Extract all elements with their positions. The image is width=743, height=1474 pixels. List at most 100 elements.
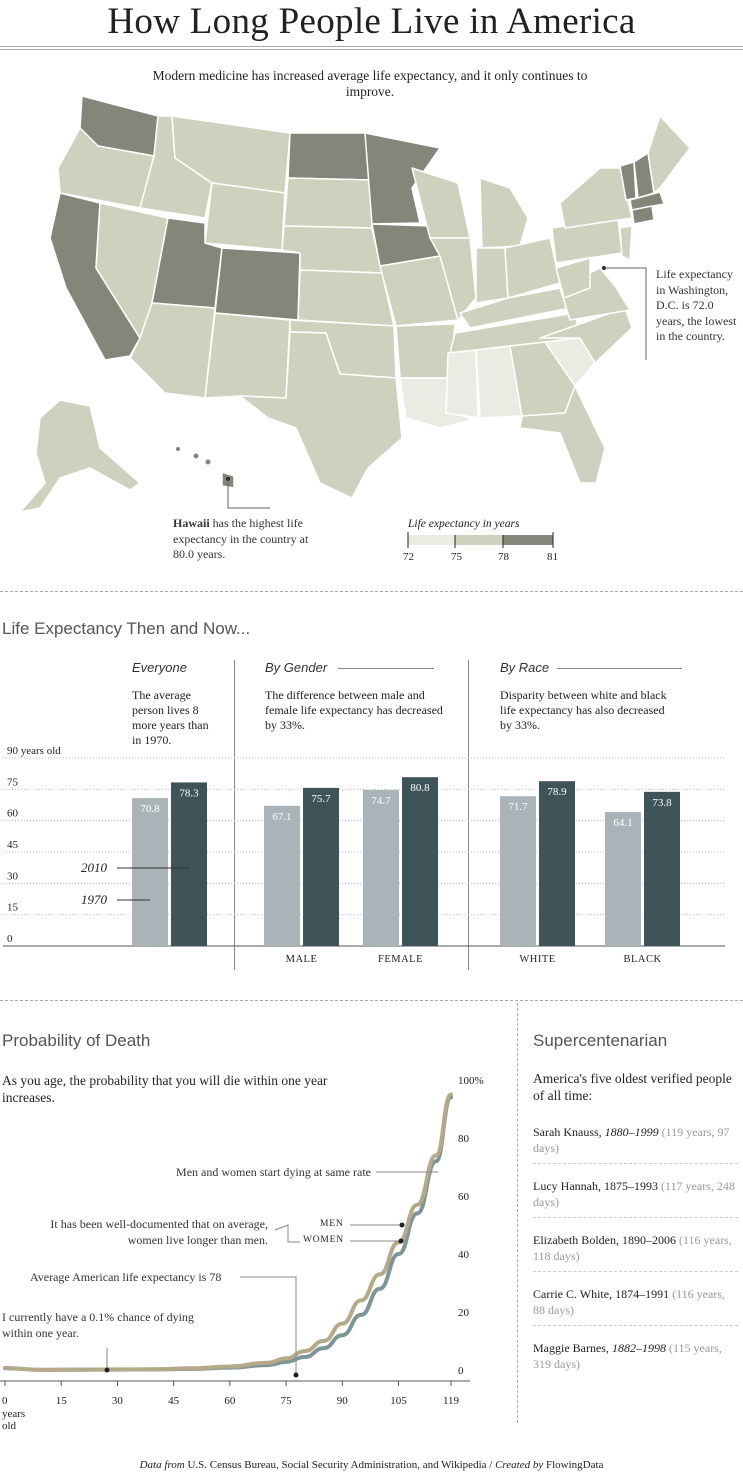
super-divider <box>517 1003 518 1423</box>
state-MA <box>629 191 665 211</box>
bar-value-label: 71.7 <box>508 801 528 813</box>
panel-title-gender: By Gender <box>265 660 328 675</box>
us-map <box>19 95 691 513</box>
state-CO <box>214 247 301 321</box>
panel-divider-2 <box>468 660 469 970</box>
y-tick-label: 45 <box>7 839 19 851</box>
series-line-men <box>3 1092 453 1372</box>
bar-1970-0 <box>132 798 168 946</box>
bar-2010-1 <box>303 787 339 946</box>
map-states <box>19 95 691 513</box>
super-title: Supercentenarian <box>533 1031 668 1050</box>
title-rule <box>0 46 743 50</box>
category-label: MALE <box>286 954 318 965</box>
list-item: Elizabeth Bolden, 1890–2006 (116 years, … <box>533 1218 738 1272</box>
state-TX <box>239 331 403 499</box>
state-ND <box>287 132 373 181</box>
x-tick-label: 119 <box>443 1395 460 1407</box>
marker-chance <box>104 1367 110 1373</box>
state-NM <box>204 312 291 399</box>
legend-title: Life expectancy in years <box>408 518 520 530</box>
panel-title-race: By Race <box>500 660 550 675</box>
state-MI <box>479 177 529 249</box>
bar-value-label: 80.8 <box>410 782 430 794</box>
bar-value-label: 64.1 <box>613 817 632 829</box>
bar-2010-3 <box>539 781 575 946</box>
bar-2010-4 <box>644 791 680 946</box>
state-SD <box>283 177 373 229</box>
hawaii-note: Hawaii has the highest life expectancy i… <box>173 516 313 563</box>
y-tick-label: 0 <box>458 1365 464 1377</box>
panel-title-everyone: Everyone <box>132 660 187 675</box>
dc-leader <box>604 267 647 360</box>
bar-value-label: 70.8 <box>140 803 160 815</box>
state-WV <box>555 257 591 299</box>
probability-title: Probability of Death <box>2 1031 151 1050</box>
bar-1970-3 <box>500 796 536 946</box>
bar-2010-0 <box>171 782 207 946</box>
leader-average <box>240 1276 297 1375</box>
hawaii-leader <box>227 479 270 509</box>
list-item: Lucy Hannah, 1875–1993 (117 years, 248 d… <box>533 1164 738 1218</box>
marker-men <box>399 1222 405 1228</box>
category-label: WHITE <box>519 954 555 965</box>
legend-swatch-3 <box>503 535 553 545</box>
bar-1970-1 <box>264 805 300 946</box>
panel-text-race: Disparity between white and black life e… <box>500 688 667 732</box>
y-tick-label: 80 <box>458 1133 470 1145</box>
x-unit-label-1: years <box>2 1408 25 1420</box>
bar-value-label: 78.9 <box>547 786 567 798</box>
panel-divider-1 <box>234 660 235 970</box>
state-KS <box>297 269 395 327</box>
bar-value-label: 75.7 <box>311 793 331 805</box>
marker-average <box>293 1372 299 1378</box>
state-IL <box>429 237 477 321</box>
legend-swatch-1 <box>408 535 455 545</box>
annotation-women: WOMEN <box>303 1235 344 1245</box>
then-now-bar-chart: 0 15 30 45 60 75 90 years old 70.8 78.3 67.1 75.7 M… <box>3 745 725 965</box>
x-tick-label: 45 <box>168 1395 180 1407</box>
footer-credits: Data from U.S. Census Bureau, Social Sec… <box>139 1459 604 1471</box>
x-tick-label: 0 <box>2 1395 8 1407</box>
state-NY <box>559 167 633 229</box>
panel-text-everyone: The average person lives 8 more years th… <box>132 688 209 747</box>
state-FL <box>519 385 606 484</box>
y-tick-label: 30 <box>7 870 19 882</box>
state-MS <box>445 349 479 419</box>
legend-swatch-2 <box>455 535 503 545</box>
x-unit-label-2: old <box>2 1420 17 1430</box>
y-tick-label: 0 <box>7 933 13 945</box>
label-2010: 2010 <box>81 860 107 875</box>
annotation-chance: I currently have a 0.1% chance of dying … <box>2 1310 194 1340</box>
category-label: BLACK <box>623 954 661 965</box>
x-tick-label: 30 <box>112 1395 124 1407</box>
annotation-men: MEN <box>320 1219 344 1229</box>
map-legend <box>407 532 554 548</box>
super-list: Sarah Knauss, 1880–1999 (119 years, 97 d… <box>533 1110 738 1380</box>
legend-tick-72: 72 <box>403 551 414 563</box>
marker-women <box>398 1238 404 1244</box>
x-tick-label: 105 <box>390 1395 407 1407</box>
bar-1970-4 <box>605 812 641 946</box>
x-tick-label: 75 <box>281 1395 293 1407</box>
panel-text-gender: The difference between male and female l… <box>265 688 443 732</box>
y-tick-label: 15 <box>7 902 19 914</box>
annotation-average: Average American life expectancy is 78 <box>30 1270 222 1284</box>
then-now-title: Life Expectancy Then and Now... <box>2 619 251 638</box>
y-tick-label: 60 <box>7 808 19 820</box>
super-subtitle: America's five oldest verified people of… <box>533 1071 732 1103</box>
intro-text: Modern medicine has increased average li… <box>152 68 588 99</box>
y-tick-label: 40 <box>458 1249 470 1261</box>
label-1970: 1970 <box>81 892 107 907</box>
y-tick-label: 60 <box>458 1191 470 1203</box>
y-tick-label: 75 <box>7 776 19 788</box>
state-AK <box>19 399 141 513</box>
state-NJ <box>619 225 633 261</box>
state-IN <box>475 247 509 304</box>
bar-value-label: 78.3 <box>179 787 199 799</box>
dc-note: Life expectancy in Washington, D.C. is 7… <box>656 267 737 343</box>
bar-value-label: 73.8 <box>652 797 672 809</box>
state-CT <box>631 205 655 225</box>
annotation-same-rate: Men and women start dying at same rate <box>176 1165 371 1179</box>
